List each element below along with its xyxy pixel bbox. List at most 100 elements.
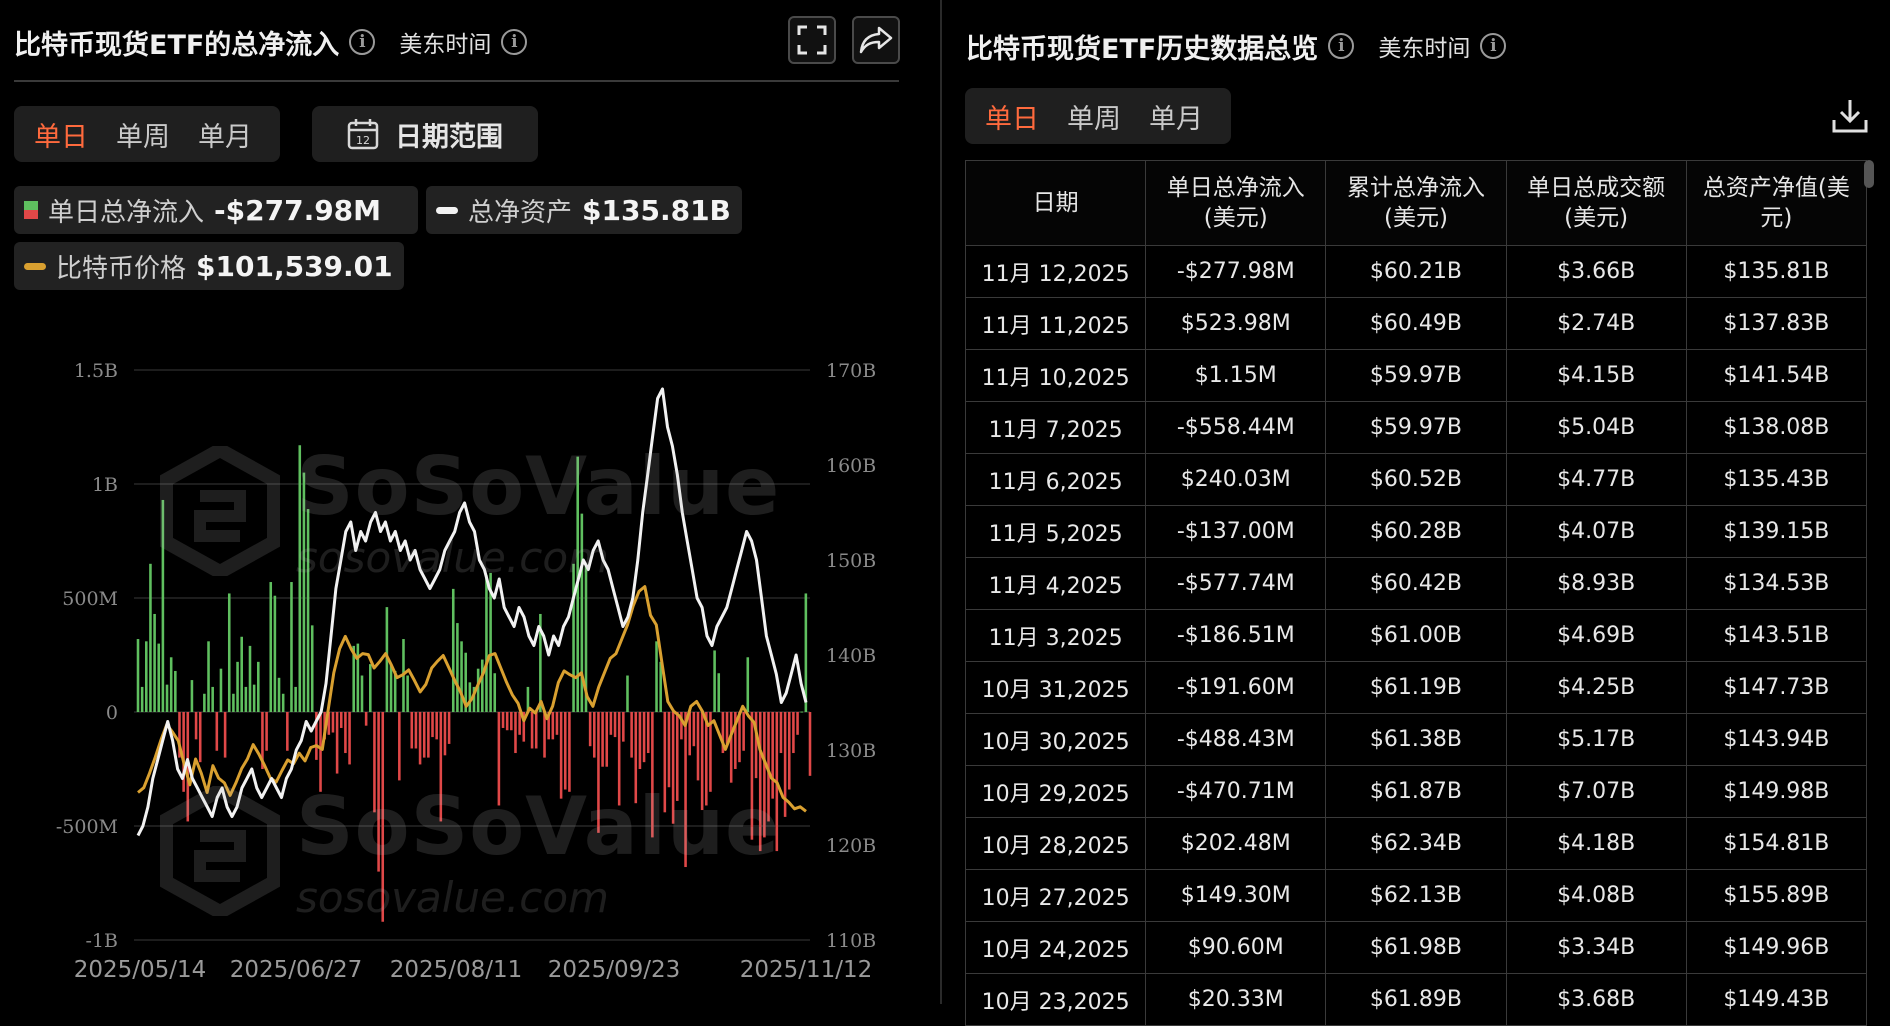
table-row[interactable]: 11月 4,2025 -$577.74M $60.42B $8.93B $134.53B [964, 557, 1868, 610]
cell-cumulative-inflow: $62.13B [1325, 869, 1507, 922]
flow-bar [543, 712, 546, 758]
flow-bar [547, 712, 550, 740]
flow-bar [352, 645, 355, 712]
flow-bar [240, 636, 243, 712]
legend-assets[interactable]: 总净资产 $135.81B [426, 186, 742, 234]
panel-divider [940, 0, 942, 1004]
download-icon[interactable] [1830, 96, 1870, 136]
flow-bar [269, 582, 273, 712]
col-daily-volume[interactable]: 单日总成交额 (美元) [1505, 160, 1687, 246]
table-row[interactable]: 10月 31,2025 -$191.60M $61.19B $4.25B $147.73… [964, 661, 1868, 714]
timezone-info-icon[interactable]: i [1480, 33, 1507, 59]
flow-bar [796, 712, 799, 735]
table-row[interactable]: 11月 12,2025 -$277.98M $60.21B $3.66B $135.81… [964, 245, 1868, 298]
flow-bar [696, 712, 700, 781]
legend-flow[interactable]: 单日总净流入 -$277.98M [14, 186, 418, 234]
flow-bar [169, 657, 173, 712]
flow-bar [145, 641, 148, 712]
x-tick-label: 2025/08/11 [390, 957, 523, 983]
price-swatch [24, 262, 46, 270]
flow-bar [651, 712, 654, 838]
table-row[interactable]: 10月 30,2025 -$488.43M $61.38B $5.17B $143.94… [964, 713, 1868, 766]
flow-bar [638, 712, 642, 769]
y-right-tick-label: 120B [826, 835, 876, 857]
tab-day[interactable]: 单日 [985, 103, 1039, 135]
flow-bar [227, 593, 231, 712]
col-net-assets[interactable]: 总资产净值(美 元) [1685, 160, 1868, 246]
table-row[interactable]: 11月 5,2025 -$137.00M $60.28B $4.07B $139.15B [964, 505, 1868, 558]
col-date[interactable]: 日期 [964, 160, 1147, 246]
flow-bar [754, 712, 758, 779]
flow-bar [642, 712, 646, 763]
flow-bar [572, 563, 575, 712]
flow-bar [746, 657, 750, 712]
info-icon[interactable]: i [349, 29, 376, 55]
col-cumulative-inflow[interactable]: 累计总净流入 (美元) [1325, 160, 1507, 246]
tab-day[interactable]: 单日 [34, 121, 88, 153]
share-button[interactable] [852, 16, 900, 64]
flow-bar [622, 712, 625, 742]
tab-week[interactable]: 单周 [1067, 103, 1121, 135]
flow-bar [800, 711, 803, 713]
fullscreen-button[interactable] [788, 16, 836, 64]
flow-bar [675, 712, 679, 801]
flow-bar [398, 712, 401, 781]
cell-daily-volume: $4.15B [1505, 349, 1687, 402]
flow-bar [393, 670, 397, 712]
flow-bar [161, 499, 165, 712]
cell-cumulative-inflow: $59.97B [1325, 401, 1507, 454]
cell-daily-volume: $5.17B [1505, 713, 1687, 766]
flow-bar [310, 625, 314, 712]
y-left-tick-label: -500M [56, 816, 118, 838]
y-right-tick-label: 110B [826, 930, 876, 952]
flow-bar [518, 712, 521, 735]
col-daily-inflow[interactable]: 单日总净流入 (美元) [1145, 160, 1327, 246]
tab-month[interactable]: 单月 [1149, 103, 1203, 135]
net-inflow-panel: 比特币现货ETF的总净流入 i 美东时间 i 单日 单周 单月 12 日期范围 … [0, 0, 920, 1004]
flow-bar [344, 712, 347, 754]
table-scrollbar[interactable] [1864, 160, 1874, 188]
flow-bar [244, 686, 248, 712]
table-row[interactable]: 10月 27,2025 $149.30M $62.13B $4.08B $155.89B [964, 869, 1868, 922]
flow-bar [601, 712, 604, 767]
flow-bar [626, 675, 629, 712]
cell-date: 11月 7,2025 [964, 401, 1147, 454]
info-icon[interactable]: i [1328, 33, 1355, 59]
timezone-info-icon[interactable]: i [501, 29, 528, 55]
timezone-label: 美东时间 [399, 32, 492, 58]
table-row[interactable]: 11月 6,2025 $240.03M $60.52B $4.77B $135.43B [964, 453, 1868, 506]
date-range-button[interactable]: 12 日期范围 [312, 106, 538, 162]
flow-bar [174, 670, 177, 712]
flow-bar [315, 712, 318, 760]
flow-bar [597, 712, 600, 833]
fullscreen-icon [797, 25, 827, 55]
table-row[interactable]: 11月 3,2025 -$186.51M $61.00B $4.69B $143.51B [964, 609, 1868, 662]
flow-bar [431, 712, 434, 738]
table-row[interactable]: 10月 23,2025 $20.33M $61.89B $3.68B $149.43B [964, 973, 1868, 1026]
flow-bar [559, 712, 563, 799]
flow-bar [348, 712, 351, 765]
tab-month[interactable]: 单月 [198, 121, 252, 153]
flow-bar [356, 643, 360, 712]
flow-bar [481, 659, 484, 712]
legend-price[interactable]: 比特币价格 $101,539.01 [14, 242, 404, 290]
flow-bar [767, 712, 770, 822]
table-row[interactable]: 11月 11,2025 $523.98M $60.49B $2.74B $137.83B [964, 297, 1868, 350]
table-row[interactable]: 10月 24,2025 $90.60M $61.98B $3.34B $149.96B [964, 921, 1868, 974]
flow-bar [248, 645, 252, 712]
cell-net-assets: $147.73B [1685, 661, 1868, 714]
cell-daily-volume: $2.74B [1505, 297, 1687, 350]
table-row[interactable]: 10月 29,2025 -$470.71M $61.87B $7.07B $149.98… [964, 765, 1868, 818]
table-row[interactable]: 11月 7,2025 -$558.44M $59.97B $5.04B $138.08B [964, 401, 1868, 454]
cell-net-assets: $135.81B [1685, 245, 1868, 298]
table-row[interactable]: 11月 10,2025 $1.15M $59.97B $4.15B $141.54B [964, 349, 1868, 402]
table-row[interactable]: 10月 28,2025 $202.48M $62.34B $4.18B $154.81B [964, 817, 1868, 870]
tab-week[interactable]: 单周 [116, 121, 170, 153]
flow-bar [671, 712, 675, 824]
cell-daily-inflow: $240.03M [1145, 453, 1327, 506]
flow-bar [771, 712, 774, 799]
net-inflow-chart[interactable]: 1.5B 1B 500M 0 -500M -1B 170B 160B 150B 140B 130B 1… [0, 340, 920, 1004]
chart-header: 比特币现货ETF的总净流入 i 美东时间 i [14, 20, 528, 64]
flow-bar [779, 712, 783, 754]
flow-bar [713, 650, 716, 712]
